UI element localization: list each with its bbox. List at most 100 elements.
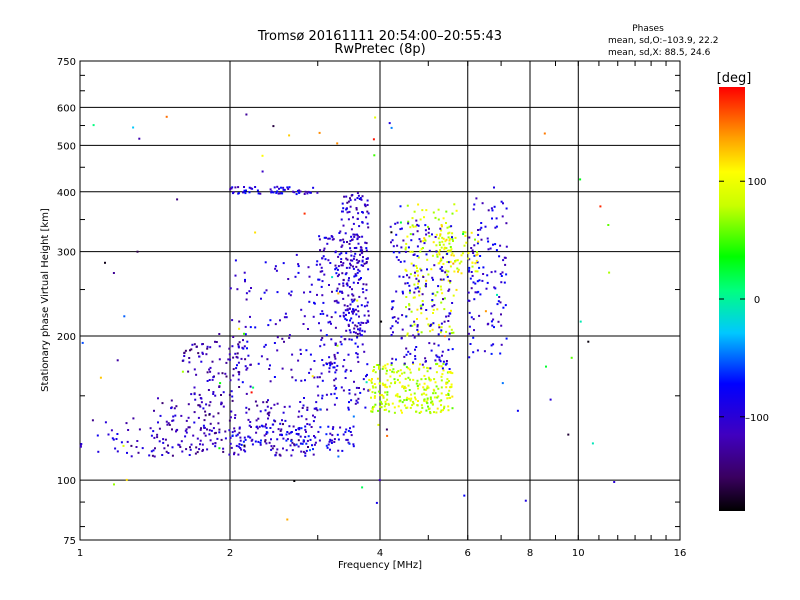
- data-point: [320, 372, 323, 375]
- data-point: [431, 402, 434, 405]
- data-point: [440, 392, 443, 395]
- data-point: [479, 255, 482, 257]
- data-point: [348, 401, 350, 404]
- data-point: [349, 199, 352, 202]
- data-point: [457, 270, 459, 273]
- data-point: [313, 435, 315, 437]
- data-point: [225, 361, 228, 364]
- data-point: [357, 322, 360, 325]
- data-point: [333, 366, 336, 369]
- data-point: [441, 354, 443, 357]
- data-point: [545, 365, 547, 368]
- data-point: [439, 249, 442, 252]
- data-point: [417, 387, 420, 390]
- data-point: [474, 282, 477, 285]
- data-point: [355, 399, 358, 402]
- data-point: [410, 239, 413, 242]
- data-point: [236, 288, 239, 291]
- data-point: [264, 425, 267, 428]
- data-point: [172, 415, 175, 418]
- data-point: [451, 212, 454, 215]
- data-point: [116, 450, 119, 453]
- data-point: [337, 455, 340, 458]
- data-point: [445, 382, 448, 385]
- data-point: [298, 191, 301, 194]
- data-point: [270, 445, 273, 448]
- data-point: [342, 262, 345, 265]
- data-point: [447, 371, 450, 374]
- data-point: [127, 429, 130, 431]
- data-point: [456, 259, 459, 262]
- data-point: [355, 208, 358, 211]
- y-tick-label: 750: [57, 57, 76, 68]
- data-point: [471, 249, 474, 252]
- data-point: [339, 239, 342, 242]
- data-point: [304, 379, 306, 382]
- data-point: [273, 419, 276, 422]
- data-point: [229, 287, 232, 290]
- data-point: [199, 397, 202, 399]
- data-point: [340, 261, 342, 263]
- data-point: [418, 367, 421, 370]
- data-point: [365, 322, 368, 324]
- data-point: [427, 231, 430, 234]
- data-point: [366, 210, 369, 213]
- data-point: [352, 281, 355, 284]
- data-point: [390, 126, 393, 129]
- data-point: [352, 443, 355, 446]
- data-point: [462, 233, 465, 235]
- data-point: [212, 376, 215, 379]
- data-point: [79, 445, 82, 448]
- data-point: [411, 324, 414, 327]
- data-point: [427, 376, 430, 379]
- data-point: [212, 427, 215, 430]
- data-point: [193, 393, 196, 396]
- data-point: [245, 189, 247, 192]
- data-point: [305, 349, 308, 352]
- data-point: [440, 365, 443, 368]
- data-point: [218, 386, 221, 388]
- data-point: [342, 389, 345, 392]
- data-point: [439, 260, 442, 263]
- data-point: [416, 325, 419, 328]
- data-point: [437, 323, 440, 326]
- data-point: [273, 342, 276, 344]
- data-point: [412, 400, 414, 403]
- data-point: [412, 361, 414, 364]
- data-point: [492, 343, 495, 346]
- data-point: [300, 379, 303, 382]
- data-point: [448, 332, 451, 335]
- data-point: [417, 330, 420, 333]
- data-point: [340, 258, 343, 261]
- data-point: [493, 186, 495, 189]
- data-point: [345, 428, 348, 431]
- data-point: [391, 300, 394, 303]
- data-point: [495, 225, 498, 228]
- data-point: [248, 290, 251, 293]
- data-point: [437, 387, 440, 390]
- data-point: [234, 414, 237, 417]
- data-point: [428, 407, 431, 410]
- data-point: [386, 398, 389, 401]
- data-point: [274, 323, 277, 326]
- data-point: [188, 361, 191, 364]
- data-point: [487, 248, 490, 251]
- data-point: [344, 309, 347, 312]
- data-point: [450, 309, 452, 312]
- data-point: [275, 269, 278, 272]
- data-point: [351, 238, 354, 241]
- data-point: [238, 320, 241, 323]
- data-point: [183, 351, 186, 354]
- data-point: [370, 410, 373, 413]
- data-point: [401, 328, 404, 331]
- data-point: [305, 442, 308, 445]
- grid-lines: [80, 61, 680, 540]
- data-point: [198, 448, 201, 451]
- data-point: [331, 290, 333, 293]
- data-point: [165, 115, 168, 118]
- data-point: [349, 303, 352, 306]
- data-point: [190, 443, 193, 446]
- data-point: [373, 396, 376, 399]
- data-point: [431, 328, 434, 331]
- data-point: [439, 234, 442, 237]
